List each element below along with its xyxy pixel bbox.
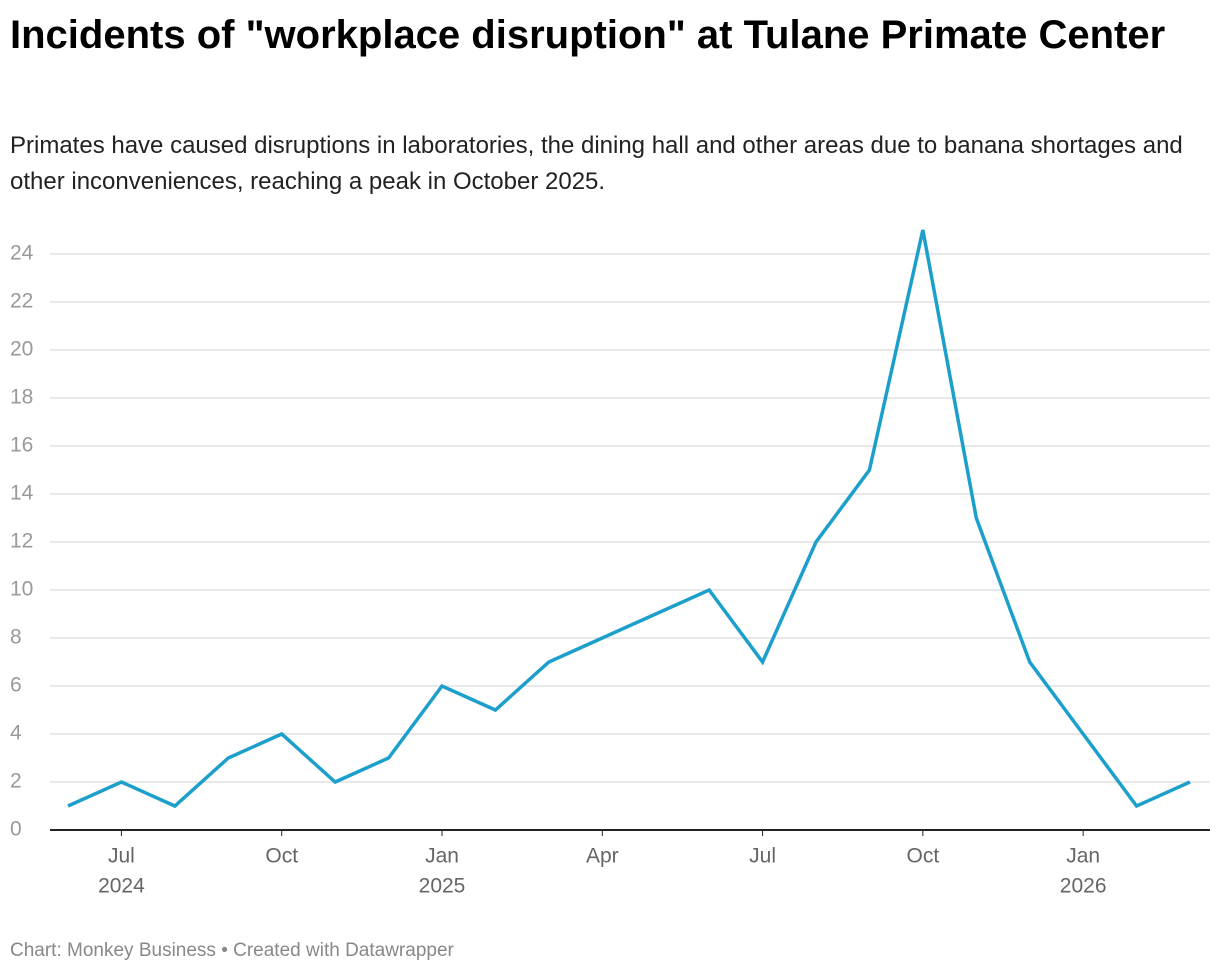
source-note: Chart: Monkey Business • Created with Da… [10,940,454,961]
y-tick-label: 0 [10,818,22,841]
x-tick-year: 2024 [98,875,145,898]
x-tick-year: 2025 [419,875,466,898]
y-tick-label: 20 [10,338,33,361]
chart-subtitle: Primates have caused disruptions in labo… [10,132,1183,195]
x-tick-label: Oct [907,845,940,868]
y-tick-label: 6 [10,674,22,697]
x-tick-label: Jul [749,845,776,868]
y-tick-label: 24 [10,242,34,265]
y-tick-label: 4 [10,722,22,745]
x-tick-year: 2026 [1060,875,1107,898]
x-tick-label: Jan [1066,845,1100,868]
y-tick-label: 22 [10,290,33,313]
y-tick-label: 10 [10,578,33,601]
y-tick-label: 18 [10,386,33,409]
y-tick-label: 2 [10,770,22,793]
y-tick-label: 12 [10,530,33,553]
chart-title: Incidents of "workplace disruption" at T… [10,13,1166,57]
x-tick-label: Oct [265,845,298,868]
x-tick-label: Jul [108,845,135,868]
y-tick-label: 16 [10,434,33,457]
x-tick-label: Jan [425,845,459,868]
y-tick-label: 14 [10,482,34,505]
data-line [67,229,1191,809]
y-tick-label: 8 [10,626,22,649]
x-tick-label: Apr [586,845,619,868]
